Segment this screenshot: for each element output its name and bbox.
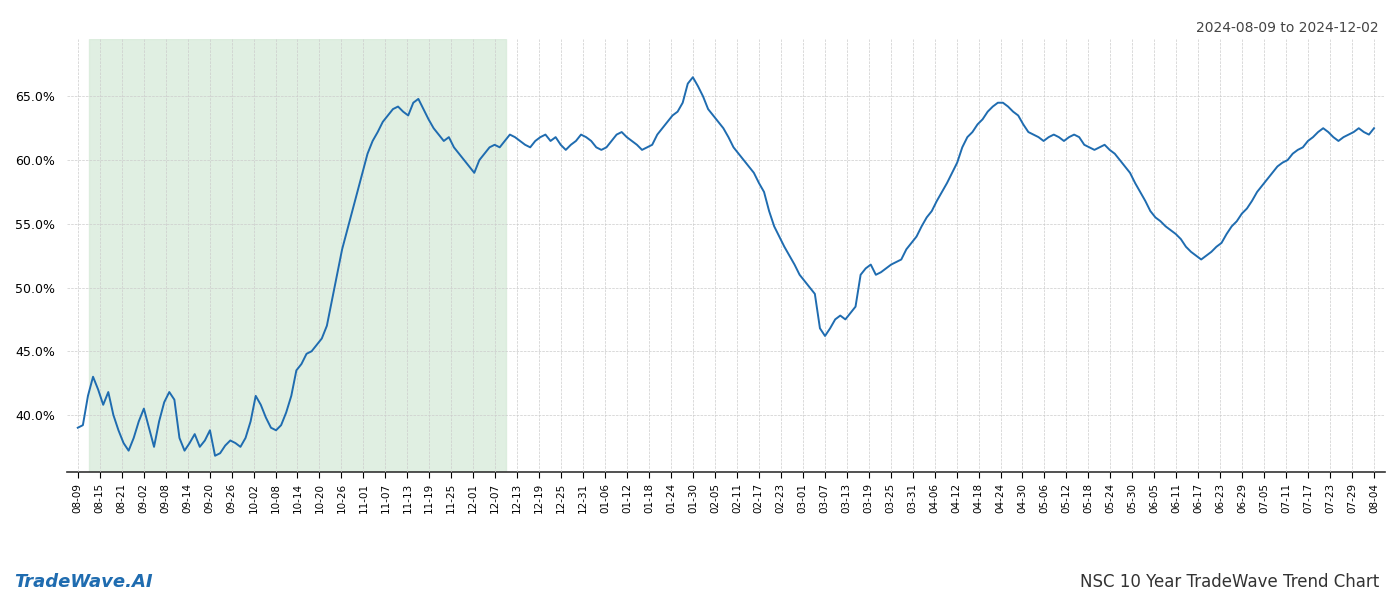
Bar [88, 39, 507, 472]
Text: TradeWave.AI: TradeWave.AI [14, 573, 153, 591]
Text: 2024-08-09 to 2024-12-02: 2024-08-09 to 2024-12-02 [1197, 21, 1379, 35]
Text: NSC 10 Year TradeWave Trend Chart: NSC 10 Year TradeWave Trend Chart [1079, 573, 1379, 591]
